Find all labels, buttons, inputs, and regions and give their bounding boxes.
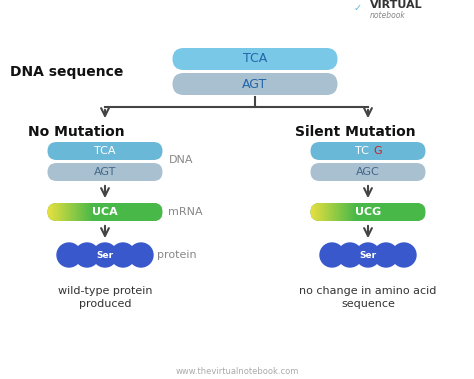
Text: ✓: ✓	[354, 3, 362, 13]
FancyBboxPatch shape	[310, 142, 426, 160]
Text: VIRTUAL: VIRTUAL	[370, 0, 423, 10]
Text: Ser: Ser	[359, 251, 376, 260]
FancyBboxPatch shape	[310, 163, 426, 181]
FancyBboxPatch shape	[47, 203, 163, 221]
Circle shape	[111, 243, 135, 267]
Text: Ser: Ser	[96, 251, 114, 260]
Text: UCA: UCA	[92, 207, 118, 217]
Text: AGC: AGC	[356, 167, 380, 177]
Circle shape	[374, 243, 398, 267]
Text: Silent Mutation: Silent Mutation	[295, 125, 416, 139]
Text: DNA: DNA	[168, 155, 193, 165]
Text: TCA: TCA	[94, 146, 116, 156]
Circle shape	[320, 243, 344, 267]
Text: protein: protein	[157, 250, 197, 260]
Circle shape	[338, 243, 362, 267]
Circle shape	[392, 243, 416, 267]
Text: DNA sequence: DNA sequence	[10, 65, 123, 79]
Text: TC: TC	[355, 146, 369, 156]
Text: G: G	[374, 146, 383, 156]
Text: AGT: AGT	[94, 167, 116, 177]
Text: AGT: AGT	[242, 77, 268, 91]
FancyBboxPatch shape	[173, 48, 337, 70]
Circle shape	[356, 243, 380, 267]
Text: wild-type protein
produced: wild-type protein produced	[58, 286, 152, 309]
Text: No Mutation: No Mutation	[28, 125, 125, 139]
Circle shape	[57, 243, 81, 267]
Circle shape	[93, 243, 117, 267]
Text: www.thevirtualnotebook.com: www.thevirtualnotebook.com	[175, 368, 299, 376]
Circle shape	[75, 243, 99, 267]
Text: no change in amino acid
sequence: no change in amino acid sequence	[299, 286, 437, 309]
FancyBboxPatch shape	[47, 163, 163, 181]
Text: notebook: notebook	[370, 11, 406, 20]
FancyBboxPatch shape	[47, 142, 163, 160]
Text: UCG: UCG	[355, 207, 381, 217]
FancyBboxPatch shape	[173, 73, 337, 95]
Text: TCA: TCA	[243, 53, 267, 66]
Text: mRNA: mRNA	[168, 207, 203, 217]
Circle shape	[129, 243, 153, 267]
FancyBboxPatch shape	[310, 203, 426, 221]
